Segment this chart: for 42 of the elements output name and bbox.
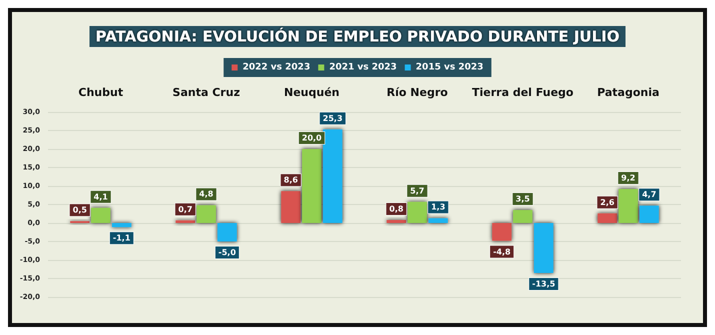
chart-title: PATAGONIA: EVOLUCIÓN DE EMPLEO PRIVADO DURANTE JULIO — [95, 28, 620, 46]
data-label: 5,7 — [410, 186, 424, 196]
bar — [217, 223, 237, 242]
data-label: -1,1 — [112, 234, 131, 243]
data-label: 4,7 — [642, 190, 656, 200]
data-label: 4,8 — [199, 190, 214, 199]
data-label: 0,7 — [178, 204, 192, 214]
bar — [618, 188, 638, 223]
data-label: -4,8 — [493, 247, 512, 256]
x-tick-label: Chubut — [78, 86, 124, 99]
legend-label: 2022 vs 2023 — [242, 62, 310, 72]
data-label: -13,5 — [532, 279, 556, 288]
data-label: 1,3 — [431, 202, 446, 212]
x-tick-label: Neuquén — [284, 86, 340, 99]
bar — [302, 149, 322, 223]
bar — [598, 213, 618, 223]
bar — [639, 206, 659, 223]
data-label: 0,5 — [72, 206, 88, 215]
data-label: 8,6 — [284, 176, 298, 185]
legend-label: 2021 vs 2023 — [329, 62, 397, 72]
data-label: -5,0 — [218, 248, 236, 257]
bar — [112, 223, 132, 228]
data-label: 2,6 — [600, 198, 615, 207]
data-label: 20,0 — [302, 134, 322, 142]
bar — [176, 220, 196, 223]
x-tick-label: Patagonia — [597, 86, 660, 99]
x-tick-label: Santa Cruz — [172, 86, 240, 99]
data-label: 4,1 — [94, 192, 108, 202]
data-label: 3,5 — [516, 194, 530, 204]
x-tick-label: Río Negro — [386, 86, 448, 99]
data-label: 9,2 — [621, 173, 636, 182]
data-label: 25,3 — [322, 114, 343, 123]
bar — [428, 218, 448, 223]
data-label: 0,8 — [389, 204, 404, 214]
bar — [513, 210, 532, 223]
bar — [281, 191, 301, 223]
bar — [492, 223, 512, 241]
bar — [386, 220, 406, 223]
bar — [534, 223, 554, 273]
x-tick-label: Tierra del Fuego — [472, 86, 574, 99]
legend-label: 2015 vs 2023 — [416, 62, 484, 72]
bar — [322, 129, 342, 223]
